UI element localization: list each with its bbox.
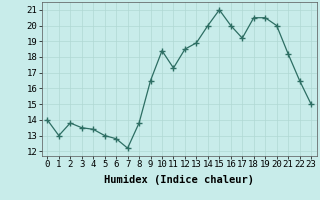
- X-axis label: Humidex (Indice chaleur): Humidex (Indice chaleur): [104, 175, 254, 185]
